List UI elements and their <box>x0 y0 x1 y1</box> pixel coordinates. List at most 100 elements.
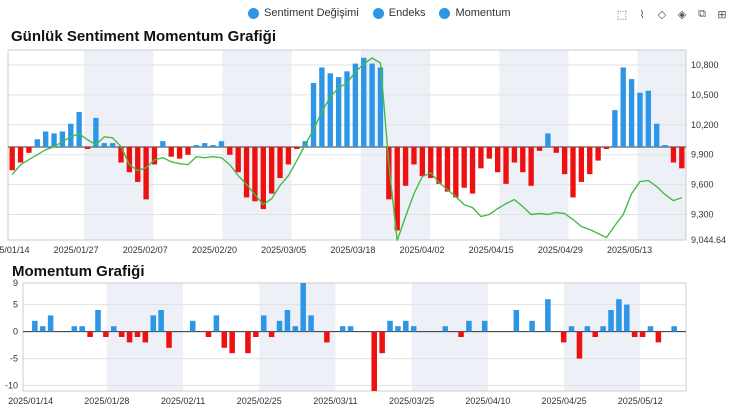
x-tick-label: 2025/04/29 <box>538 245 583 255</box>
momentum-bar <box>624 304 630 332</box>
momentum-bar <box>292 326 299 332</box>
sentiment-bar <box>252 147 258 202</box>
y-tick-label-right: 9,044.64 <box>691 235 726 245</box>
sentiment-bar <box>176 147 183 159</box>
momentum-bar <box>221 331 228 348</box>
momentum-bar <box>284 310 291 332</box>
chart-legend: Sentiment Değişimi Endeks Momentum <box>248 7 511 19</box>
momentum-bar <box>47 315 54 332</box>
sentiment-bar <box>118 147 124 163</box>
sentiment-bar <box>160 141 166 147</box>
x-tick-label: 2025/03/11 <box>313 396 357 406</box>
y-tick-label-right: 9,900 <box>691 150 714 160</box>
x-tick-label: 2025/04/25 <box>542 396 587 406</box>
x-tick-label: 2025/04/15 <box>469 245 514 255</box>
sentiment-bar <box>109 143 116 147</box>
sentiment-bar <box>210 145 216 147</box>
rect-select-icon[interactable]: ◇ <box>657 8 667 21</box>
y-tick-label-right: 10,500 <box>691 90 719 100</box>
background-band <box>499 50 569 240</box>
sentiment-bar <box>595 147 601 161</box>
sentiment-bar <box>243 147 250 198</box>
legend-item-2[interactable]: Endeks <box>372 7 426 19</box>
sentiment-bar <box>520 147 526 173</box>
momentum-bar <box>395 326 401 332</box>
momentum-bar <box>466 320 472 332</box>
sentiment-bar <box>377 67 384 147</box>
sentiment-bar <box>168 147 174 157</box>
y-tick-label-left: -10 <box>5 381 18 391</box>
keep-select-icon[interactable]: ◈ <box>677 8 687 21</box>
momentum-bar <box>32 320 38 332</box>
x-tick-label: 2025/04/10 <box>465 396 510 406</box>
sentiment-bar <box>444 147 451 192</box>
background-band <box>411 283 488 391</box>
sentiment-bar <box>402 147 409 186</box>
x-tick-label: 2025/01/14 <box>8 396 53 406</box>
sentiment-bar <box>478 147 484 169</box>
sentiment-bar <box>327 73 333 147</box>
momentum-bar <box>79 326 85 332</box>
x-tick-label: 2025/01/27 <box>54 245 99 255</box>
momentum-bar <box>347 326 354 332</box>
sentiment-bar <box>486 147 492 159</box>
x-tick-label: 2025/02/25 <box>237 396 282 406</box>
momentum-bar <box>560 331 567 343</box>
momentum-bar <box>142 331 149 343</box>
momentum-bar <box>229 331 235 354</box>
legend-label: Sentiment Değişimi <box>264 7 359 19</box>
sentiment-bar <box>411 147 417 165</box>
momentum-bar <box>616 299 622 332</box>
sentiment-bar <box>260 147 266 210</box>
sentiment-bar <box>202 143 208 147</box>
sentiment-bar <box>51 133 57 147</box>
momentum-bar <box>339 326 346 332</box>
sentiment-bar <box>294 147 300 149</box>
momentum-bar <box>403 320 409 332</box>
save-image-icon[interactable]: ⊞ <box>717 8 727 21</box>
sentiment-bar <box>68 123 74 147</box>
momentum-bar <box>371 331 377 391</box>
sentiment-bar <box>436 147 442 184</box>
momentum-bar <box>568 326 575 332</box>
sentiment-bar <box>386 147 392 200</box>
momentum-bar <box>118 331 125 337</box>
sentiment-bar <box>126 147 133 173</box>
legend-label: Endeks <box>388 7 426 19</box>
x-tick-label: 2025/02/07 <box>123 245 168 255</box>
sentiment-bar <box>511 147 518 163</box>
momentum-bar <box>639 331 646 337</box>
zoom-icon[interactable]: ⬚ <box>616 8 628 21</box>
sentiment-bar <box>352 63 359 147</box>
y-tick-label-left: -5 <box>10 354 18 364</box>
momentum-bar <box>158 310 164 332</box>
momentum-bar <box>268 331 275 337</box>
plot-frame <box>22 282 687 392</box>
background-band <box>637 50 686 240</box>
x-tick-label: 2025/03/18 <box>330 245 375 255</box>
lasso-icon[interactable]: ⌇ <box>639 8 645 21</box>
momentum-bar <box>458 331 464 337</box>
y-tick-label-left: 9 <box>13 278 18 288</box>
sentiment-bar <box>34 139 40 147</box>
momentum-bar <box>324 331 330 343</box>
momentum-bar <box>600 326 606 332</box>
restore-icon[interactable]: ⧉ <box>698 7 706 20</box>
sentiment-bar <box>494 147 501 173</box>
legend-item-1[interactable]: Sentiment Değişimi <box>248 7 359 19</box>
background-band <box>564 283 641 391</box>
momentum-bar <box>513 310 520 332</box>
legend-item-3[interactable]: Momentum <box>439 7 511 19</box>
x-tick-label: 2025/03/25 <box>389 396 434 406</box>
plot-frame <box>7 49 687 241</box>
y-tick-label-right: 10,800 <box>691 60 719 70</box>
sentiment-bar <box>461 147 467 188</box>
sentiment-bar <box>637 92 643 147</box>
momentum-bar <box>205 331 212 337</box>
momentum-bar <box>671 326 677 332</box>
momentum-bar <box>71 326 78 332</box>
background-band <box>222 50 292 240</box>
legend-marker-icon <box>372 7 384 19</box>
sentiment-bar <box>679 147 685 169</box>
